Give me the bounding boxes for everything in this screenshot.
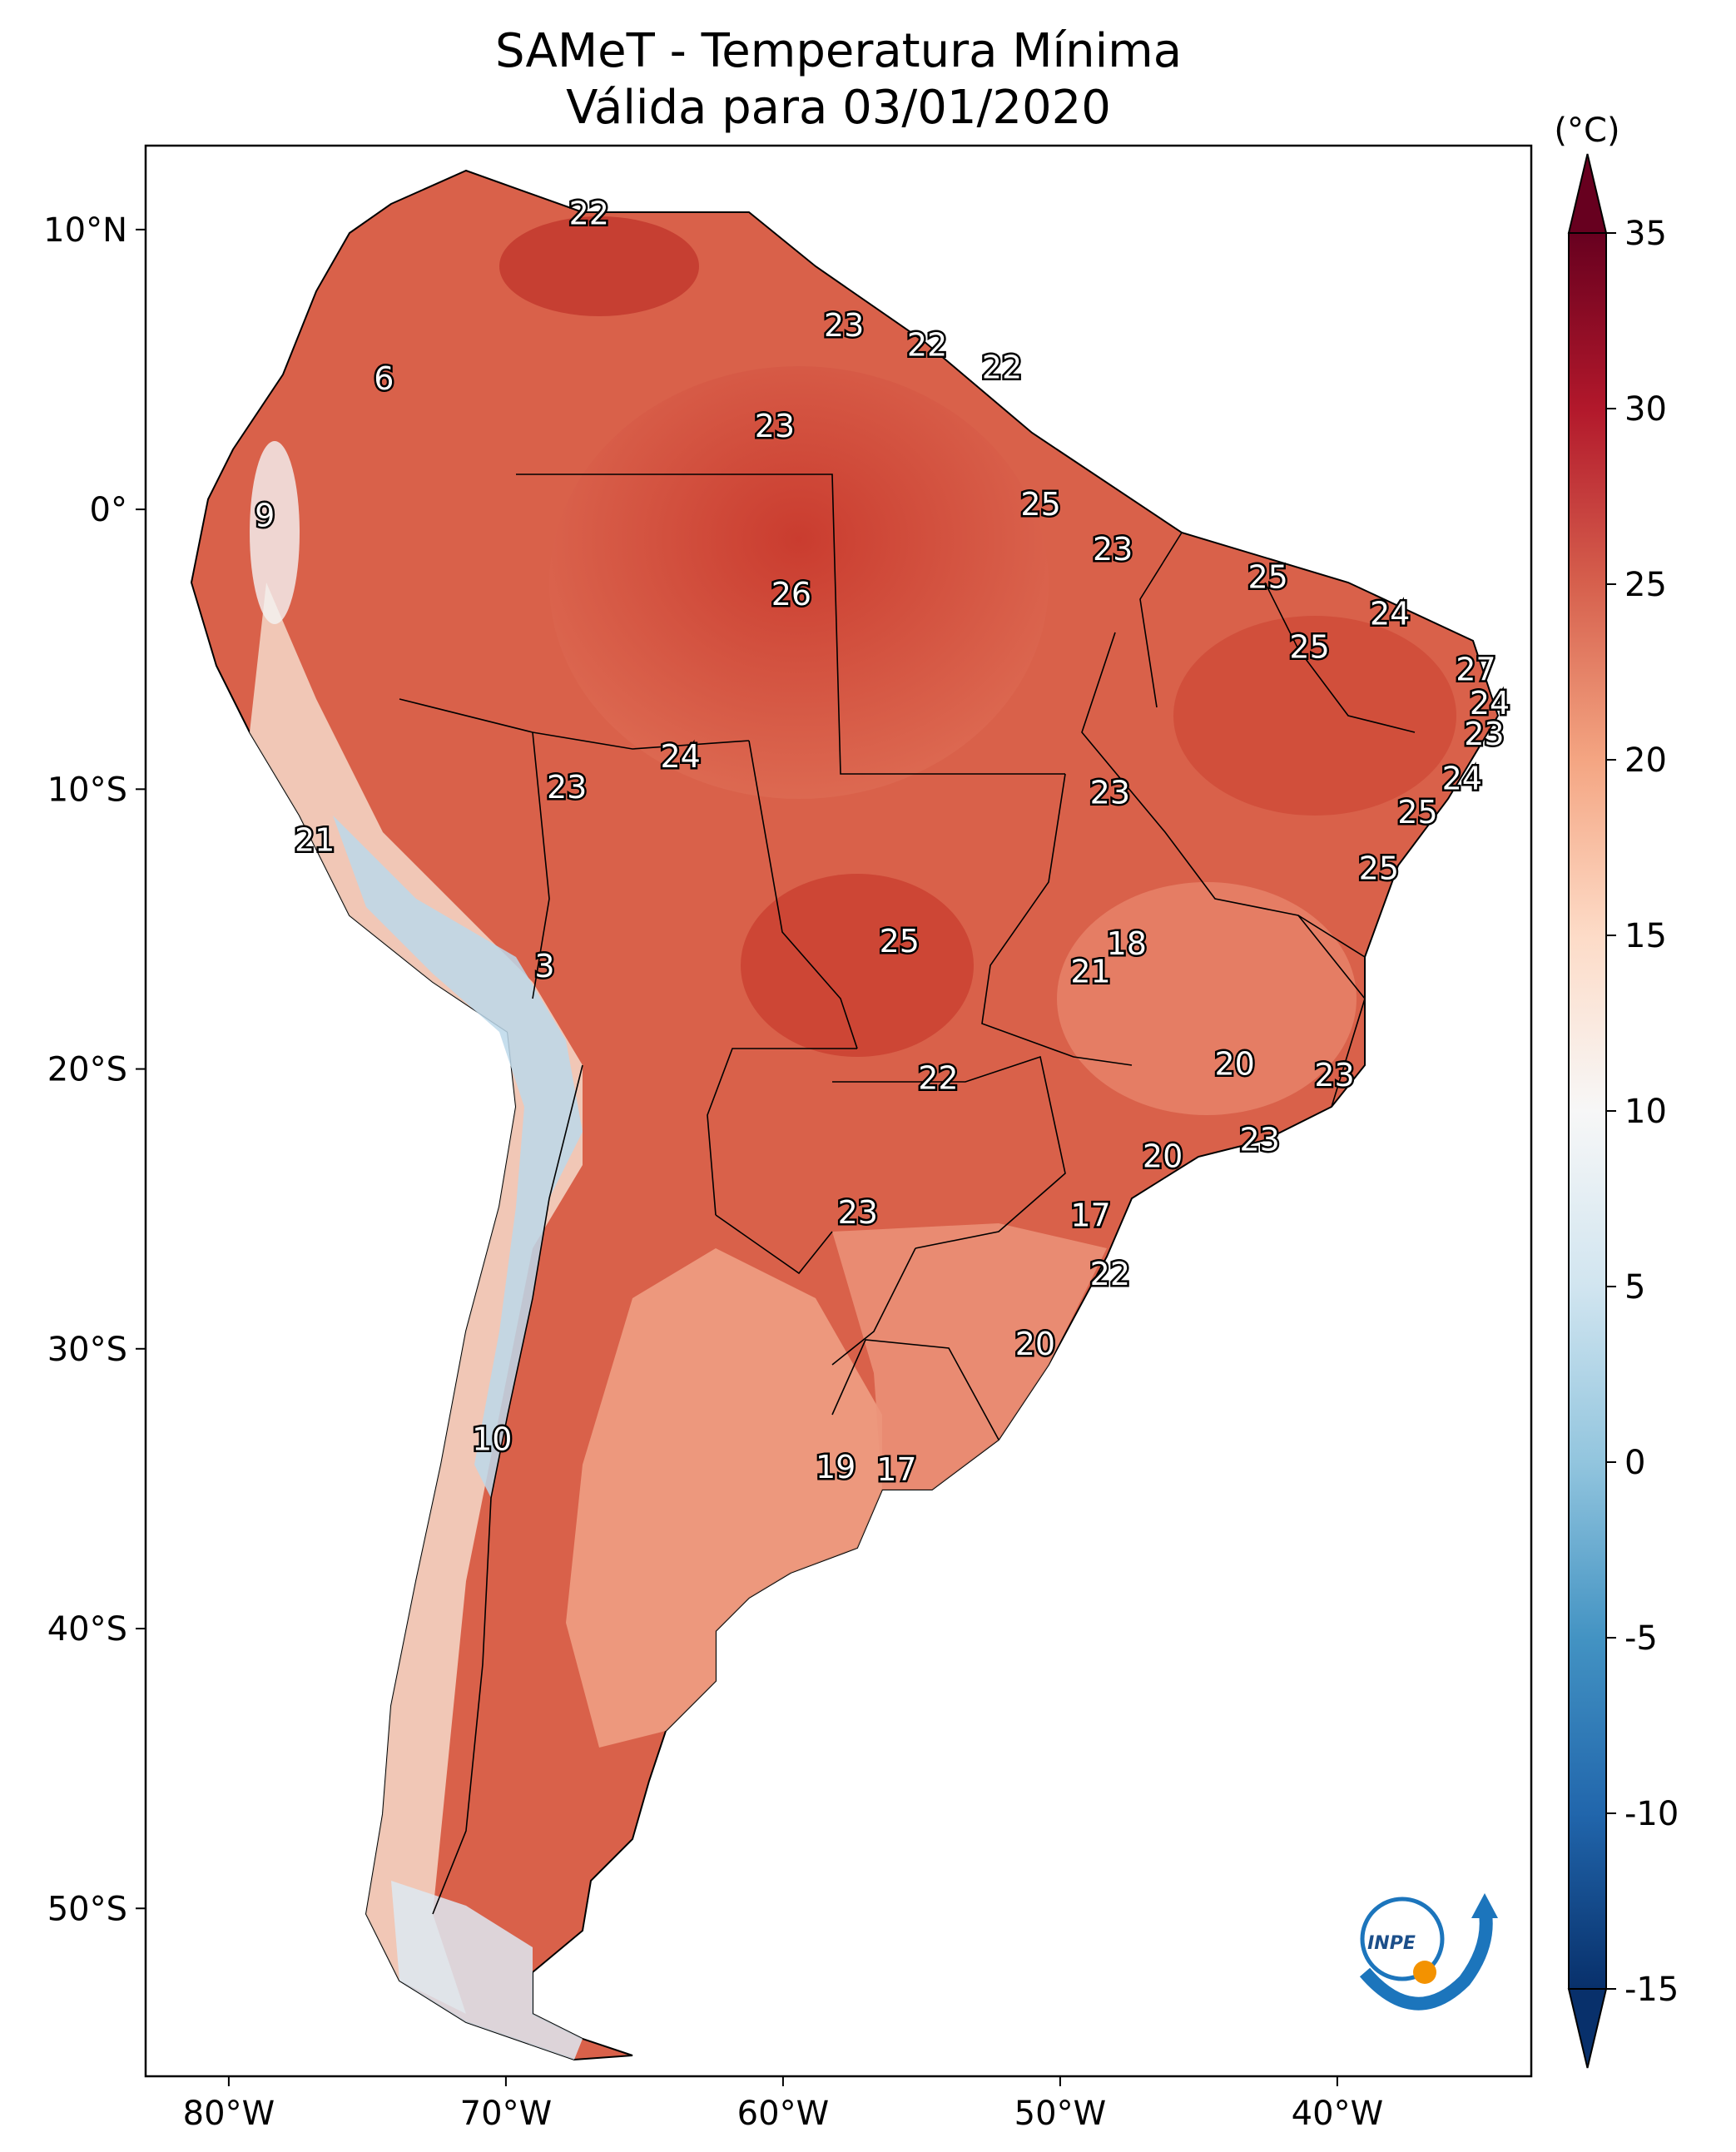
colorbar-max-arrow (1567, 153, 1608, 234)
temperature-label: 24 (1370, 595, 1410, 632)
inpe-logo-text: INPE (1367, 1933, 1416, 1954)
map-title: SAMeT - Temperatura Mínima Válida para 0… (146, 23, 1531, 136)
temperature-label: 26 (771, 576, 811, 612)
temperature-label: 21 (295, 822, 335, 859)
south-america-landmass (190, 169, 1500, 2061)
temperature-label: 23 (1239, 1121, 1279, 1158)
temperature-label: 23 (755, 408, 795, 444)
temperature-label: 9 (255, 498, 275, 534)
map-frame (144, 144, 1533, 2078)
title-line-2: Válida para 03/01/2020 (566, 81, 1111, 135)
inpe-logo-arrow (1471, 1893, 1498, 1918)
northeast-hot-core (1173, 616, 1456, 816)
temperature-label: 21 (1070, 954, 1110, 990)
andes-cold-core (333, 816, 583, 1498)
temperature-label: 24 (661, 738, 701, 775)
colorbar-tick-label: 15 (1624, 917, 1667, 955)
lat-tick-label: 40°S (47, 1610, 127, 1649)
colorbar-tick-label: 20 (1624, 741, 1667, 780)
pampas-warm (566, 1248, 882, 1748)
temperature-label: 23 (1314, 1057, 1354, 1093)
colorbar-tick-label: 35 (1624, 215, 1667, 253)
temperature-label: 20 (1143, 1138, 1183, 1175)
temperature-label: 23 (1093, 531, 1133, 568)
lon-tick-label: 80°W (183, 2095, 275, 2133)
lon-tick-label: 40°W (1292, 2095, 1383, 2133)
temperature-label: 24 (1442, 761, 1482, 797)
inpe-logo-sun (1413, 1961, 1436, 1984)
temperature-label: 25 (880, 923, 920, 959)
temperature-label: 25 (1289, 629, 1329, 666)
temperature-label: 23 (1090, 775, 1130, 811)
lat-tick-label: 10°S (47, 771, 127, 809)
temperature-label: 20 (1015, 1326, 1055, 1362)
temperature-label: 20 (1215, 1046, 1255, 1083)
temperature-label: 23 (1464, 716, 1504, 752)
colorbar-tick-label: 30 (1624, 390, 1667, 429)
temperature-label: 24 (1470, 685, 1510, 721)
inpe-logo: INPE (1359, 1893, 1498, 2011)
longitude-axis: 80°W 70°W 60°W 50°W 40°W (183, 2076, 1383, 2133)
patagonia-cool (391, 1881, 583, 2060)
venezuela-hot-core (499, 216, 699, 316)
colorbar-tick-label: 10 (1624, 1093, 1667, 1131)
colorbar-min-arrow (1567, 1988, 1608, 2069)
map-plot-area (190, 169, 1500, 2061)
cerrado-mild (1057, 882, 1357, 1115)
southern-brazil-warm (832, 1223, 1107, 1490)
colorbar-unit: (°C) (1554, 112, 1619, 150)
temperature-label: 17 (876, 1451, 916, 1488)
colorbar-tick-label: -5 (1624, 1619, 1658, 1658)
colorbar: (°C) -15 -10 -5 0 5 10 15 20 25 30 35 (1554, 112, 1679, 2069)
temperature-label: 22 (907, 327, 947, 364)
inpe-logo-ring (1360, 1897, 1445, 1981)
temperature-label: 23 (824, 307, 864, 344)
latitude-axis: 10°N 0° 10°S 20°S 30°S 40°S 50°S (43, 211, 146, 1928)
lon-tick-label: 70°W (460, 2095, 552, 2133)
temperature-label: 22 (918, 1060, 958, 1097)
temperature-label: 18 (1107, 925, 1147, 962)
lat-tick-label: 10°N (43, 211, 127, 250)
temperature-label: 25 (1247, 559, 1287, 596)
colorbar-tick-label: 25 (1624, 566, 1667, 604)
ecuador-andes-cold (250, 441, 300, 624)
temperature-label: 27 (1456, 652, 1495, 688)
temperature-label: 25 (1020, 486, 1060, 523)
temperature-label: 22 (569, 196, 609, 232)
pantanal-hot-core (741, 874, 974, 1057)
temperature-label: 22 (1090, 1256, 1130, 1292)
lat-tick-label: 30°S (47, 1331, 127, 1369)
temperature-label: 3 (534, 948, 554, 984)
lon-tick-label: 50°W (1014, 2095, 1106, 2133)
temperature-label: 22 (982, 349, 1022, 385)
country-borders (399, 474, 1416, 1915)
temperature-label: 6 (374, 360, 394, 397)
colorbar-tick-label: -10 (1624, 1795, 1679, 1833)
colorbar-tick-label: -15 (1624, 1971, 1679, 2009)
colorbar-tick-label: 5 (1624, 1268, 1645, 1307)
temperature-label: 17 (1070, 1197, 1110, 1233)
temperature-label: 10 (472, 1421, 512, 1457)
lat-tick-label: 20°S (47, 1051, 127, 1089)
colorbar-ticks: -15 -10 -5 0 5 10 15 20 25 30 35 (1606, 215, 1679, 2009)
temperature-label: 25 (1359, 850, 1399, 886)
temperature-label: 19 (816, 1449, 856, 1485)
temperature-label: 23 (838, 1194, 878, 1231)
temperature-label: 25 (1397, 794, 1437, 831)
lat-tick-label: 50°S (47, 1890, 127, 1928)
colorbar-tick-label: 0 (1624, 1444, 1645, 1482)
inpe-logo-swoosh (1359, 1913, 1493, 2011)
temperature-label: 23 (547, 769, 587, 806)
lat-tick-label: 0° (90, 491, 127, 529)
lon-tick-label: 60°W (737, 2095, 829, 2133)
title-line-1: SAMeT - Temperatura Mínima (494, 24, 1183, 78)
colorbar-body (1568, 232, 1607, 1990)
